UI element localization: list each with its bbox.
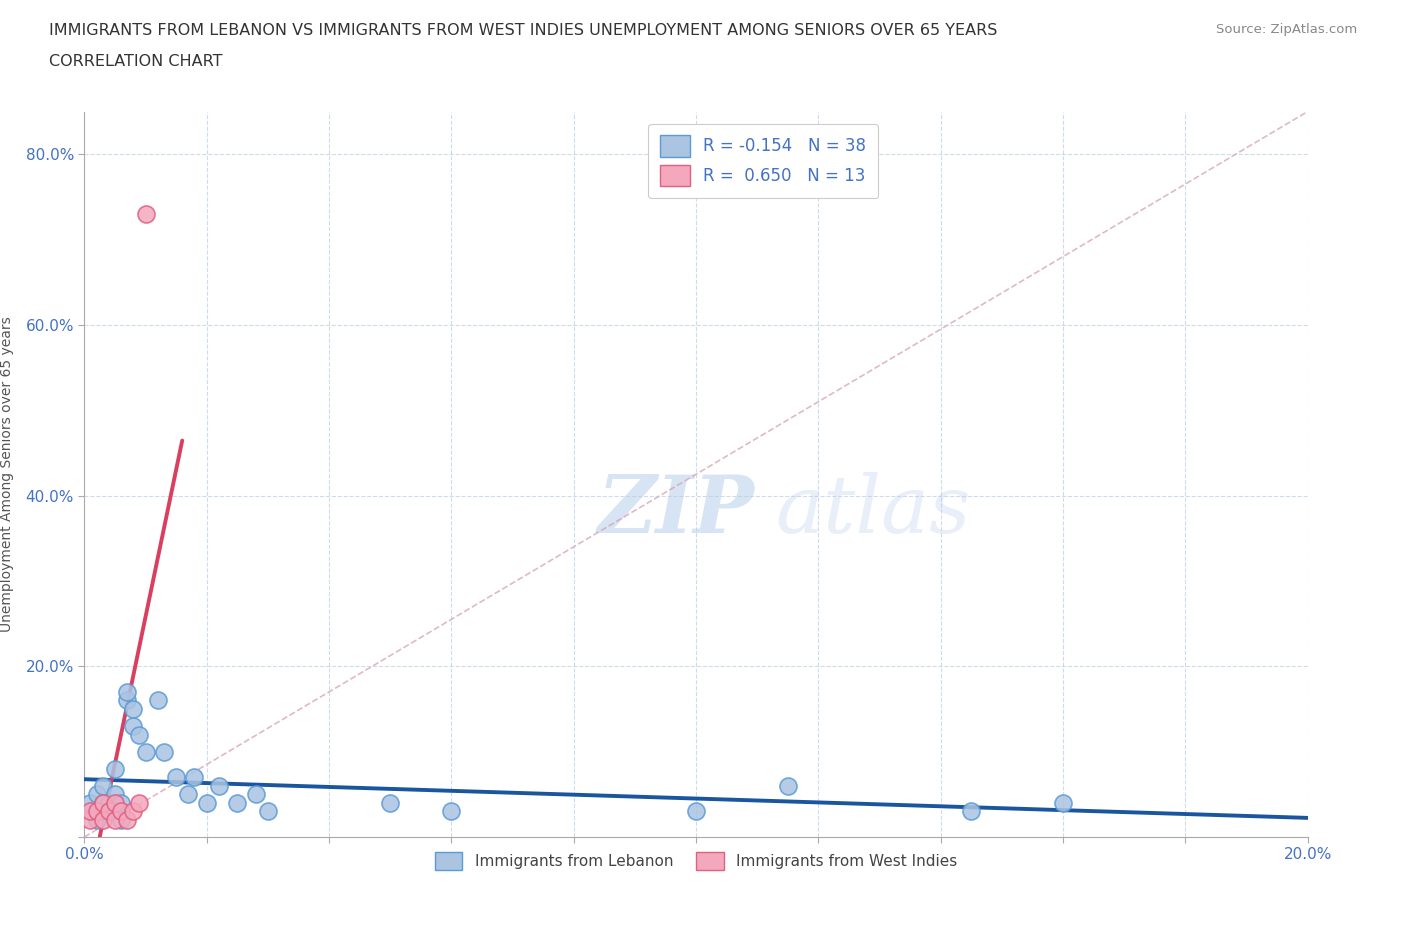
Point — [146, 693, 169, 708]
Point — [153, 744, 176, 759]
Point — [122, 804, 145, 818]
Point — [1052, 795, 1074, 810]
Point — [79, 795, 101, 810]
Point — [776, 778, 799, 793]
Point — [122, 701, 145, 716]
Point — [97, 804, 120, 818]
Point — [685, 804, 707, 818]
Point — [183, 770, 205, 785]
Point — [380, 795, 402, 810]
Point — [115, 813, 138, 828]
Text: Source: ZipAtlas.com: Source: ZipAtlas.com — [1216, 23, 1357, 36]
Point — [135, 744, 157, 759]
Point — [86, 813, 108, 828]
Point — [104, 787, 127, 802]
Point — [91, 778, 114, 793]
Point — [110, 804, 132, 818]
Point — [91, 804, 114, 818]
Point — [115, 693, 138, 708]
Point — [97, 804, 120, 818]
Point — [122, 719, 145, 734]
Point — [177, 787, 200, 802]
Point — [91, 813, 114, 828]
Point — [960, 804, 983, 818]
Point — [86, 787, 108, 802]
Point — [104, 762, 127, 777]
Point — [91, 795, 114, 810]
Legend: Immigrants from Lebanon, Immigrants from West Indies: Immigrants from Lebanon, Immigrants from… — [429, 845, 963, 876]
Point — [110, 813, 132, 828]
Text: atlas: atlas — [776, 472, 972, 550]
Point — [257, 804, 280, 818]
Point — [86, 804, 108, 818]
Point — [135, 206, 157, 221]
Point — [91, 795, 114, 810]
Point — [128, 727, 150, 742]
Y-axis label: Unemployment Among Seniors over 65 years: Unemployment Among Seniors over 65 years — [0, 316, 14, 632]
Point — [245, 787, 267, 802]
Text: IMMIGRANTS FROM LEBANON VS IMMIGRANTS FROM WEST INDIES UNEMPLOYMENT AMONG SENIOR: IMMIGRANTS FROM LEBANON VS IMMIGRANTS FR… — [49, 23, 998, 38]
Point — [79, 804, 101, 818]
Point — [104, 813, 127, 828]
Point — [128, 795, 150, 810]
Point — [226, 795, 249, 810]
Point — [115, 684, 138, 699]
Point — [79, 804, 101, 818]
Text: ZIP: ZIP — [598, 472, 755, 550]
Point — [97, 795, 120, 810]
Point — [195, 795, 218, 810]
Text: CORRELATION CHART: CORRELATION CHART — [49, 54, 222, 69]
Point — [104, 804, 127, 818]
Point — [165, 770, 187, 785]
Point — [110, 804, 132, 818]
Point — [79, 813, 101, 828]
Point — [104, 795, 127, 810]
Point — [440, 804, 463, 818]
Point — [110, 795, 132, 810]
Point — [104, 795, 127, 810]
Point — [208, 778, 231, 793]
